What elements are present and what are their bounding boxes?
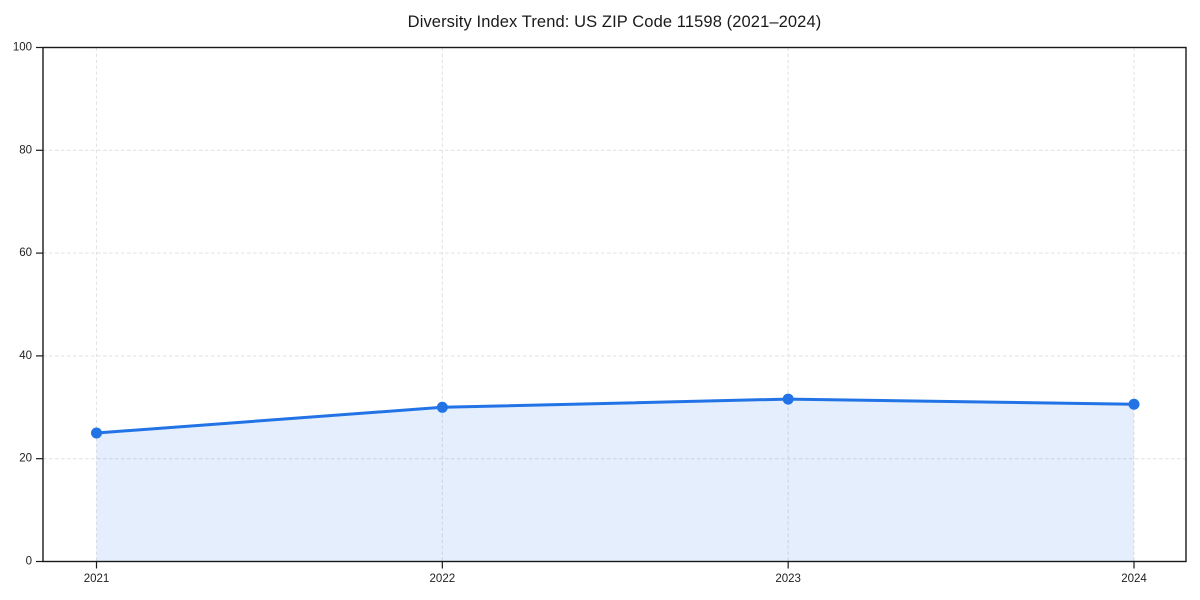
x-tick-label: 2022 bbox=[430, 573, 456, 585]
y-tick-label: 40 bbox=[19, 350, 32, 362]
y-tick-label: 60 bbox=[19, 247, 32, 259]
y-tick-label: 20 bbox=[19, 453, 32, 465]
y-tick-label: 100 bbox=[13, 42, 32, 54]
y-tick-label: 0 bbox=[26, 556, 32, 568]
chart-title: Diversity Index Trend: US ZIP Code 11598… bbox=[407, 13, 822, 31]
x-tick-label: 2021 bbox=[84, 573, 110, 585]
trend-line bbox=[95, 397, 1136, 435]
data-point-2024 bbox=[1128, 398, 1140, 410]
y-tick-label: 80 bbox=[19, 144, 32, 156]
data-point-2023 bbox=[782, 393, 794, 405]
plot-border bbox=[42, 46, 1187, 563]
x-tick-label: 2023 bbox=[775, 573, 801, 585]
data-point-2022 bbox=[436, 401, 448, 413]
data-point-2021 bbox=[91, 427, 102, 439]
x-tick-label: 2024 bbox=[1121, 573, 1147, 585]
area-fill bbox=[96, 399, 1134, 562]
